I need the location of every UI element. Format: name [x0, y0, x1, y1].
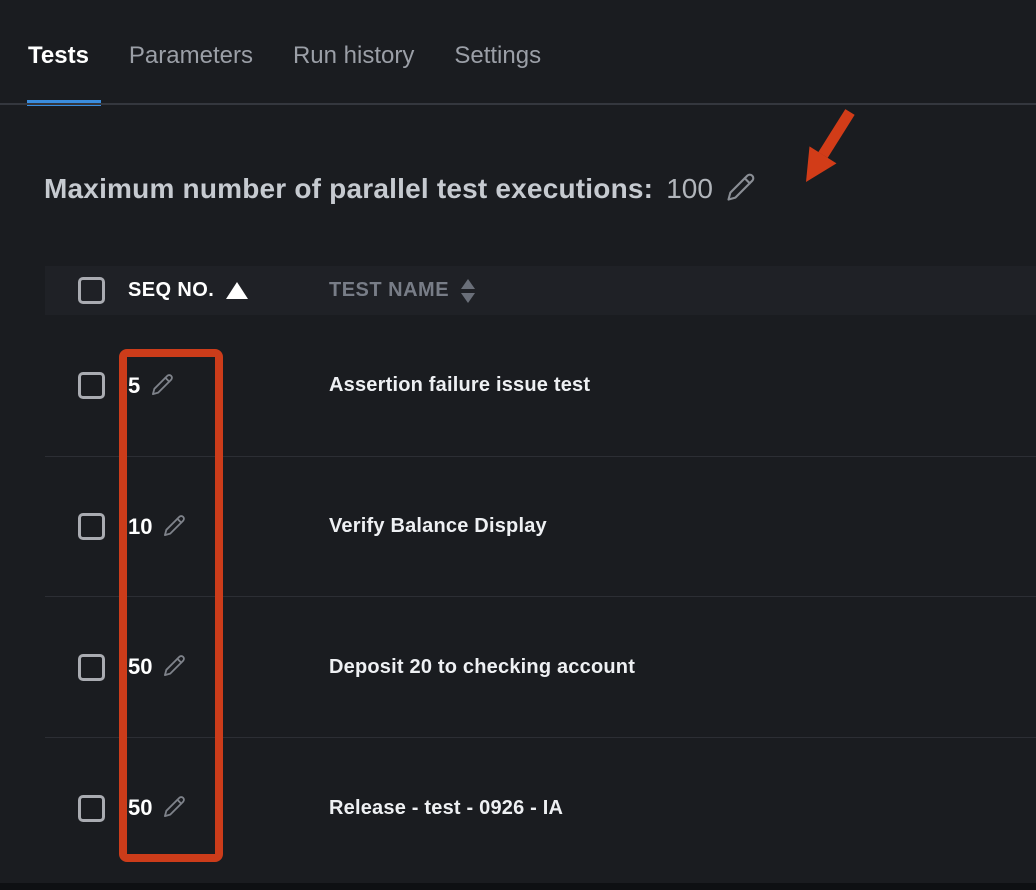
table-row: 5 Assertion failure issue test	[45, 315, 1036, 456]
pencil-icon[interactable]	[151, 373, 174, 401]
column-header-seq-no[interactable]: SEQ NO.	[128, 279, 329, 302]
tab-run-history[interactable]: Run history	[293, 42, 414, 70]
row-checkbox-cell	[45, 372, 128, 399]
row-checkbox-cell	[45, 513, 128, 540]
bottom-edge-strip	[0, 883, 1036, 890]
tab-bar: Tests Parameters Run history Settings	[28, 42, 541, 70]
tab-tests[interactable]: Tests	[28, 42, 89, 70]
header-checkbox-cell	[45, 277, 128, 304]
test-name-link[interactable]: Deposit 20 to checking account	[329, 655, 636, 678]
row-checkbox[interactable]	[78, 653, 105, 681]
seq-no-value: 50	[128, 654, 153, 679]
test-name-link[interactable]: Assertion failure issue test	[329, 374, 591, 396]
tab-parameters[interactable]: Parameters	[129, 42, 253, 70]
pencil-icon[interactable]	[163, 514, 186, 542]
row-checkbox[interactable]	[78, 513, 105, 540]
tab-settings-label: Settings	[454, 42, 542, 69]
seq-no-cell: 50	[128, 793, 329, 823]
seq-no-value: 50	[128, 795, 153, 820]
table-row: 50 Release - test - 0926 - IA	[45, 737, 1036, 878]
test-name-cell: Assertion failure issue test	[329, 374, 1036, 397]
tab-parameters-label: Parameters	[128, 42, 253, 69]
table-header-row: SEQ NO. TEST NAME	[45, 266, 1036, 315]
row-checkbox[interactable]	[78, 372, 105, 399]
row-checkbox-cell	[45, 794, 128, 822]
test-name-header-label: TEST NAME	[329, 279, 450, 301]
column-header-test-name[interactable]: TEST NAME	[329, 278, 1036, 303]
max-parallel-label: Maximum number of parallel test executio…	[44, 172, 654, 204]
test-name-link[interactable]: Verify Balance Display	[329, 515, 547, 537]
seq-no-cell: 50	[128, 652, 329, 682]
red-arrow-annotation-icon	[806, 109, 855, 182]
seq-no-cell: 5	[128, 371, 329, 401]
table-row: 50 Deposit 20 to checking account	[45, 596, 1036, 737]
triangle-down-icon	[461, 293, 476, 303]
pencil-icon[interactable]	[163, 654, 186, 682]
table-row: 10 Verify Balance Display	[45, 456, 1036, 596]
test-name-cell: Release - test - 0926 - IA	[329, 797, 1036, 820]
row-checkbox-cell	[45, 653, 128, 681]
test-name-cell: Deposit 20 to checking account	[329, 656, 1036, 679]
max-parallel-setting: Maximum number of parallel test executio…	[44, 170, 756, 207]
pencil-icon[interactable]	[163, 795, 186, 823]
tab-bar-divider	[0, 103, 1036, 105]
select-all-checkbox[interactable]	[78, 277, 105, 304]
seq-no-cell: 10	[128, 512, 329, 542]
seq-no-header-label: SEQ NO.	[128, 279, 215, 301]
sort-ascending-icon	[226, 282, 249, 299]
seq-no-value: 5	[128, 372, 141, 398]
triangle-up-icon	[461, 279, 476, 289]
row-checkbox[interactable]	[78, 794, 105, 822]
tab-settings[interactable]: Settings	[454, 42, 541, 70]
max-parallel-value: 100	[666, 172, 713, 204]
test-name-link[interactable]: Release - test - 0926 - IA	[329, 796, 564, 819]
tab-run-history-label: Run history	[292, 42, 415, 69]
tests-table: SEQ NO. TEST NAME 5	[45, 266, 1036, 878]
seq-no-value: 10	[128, 513, 153, 539]
test-name-cell: Verify Balance Display	[329, 515, 1036, 538]
tab-tests-label: Tests	[28, 42, 89, 69]
pencil-icon[interactable]	[726, 172, 756, 207]
sort-toggle-icon	[461, 279, 476, 303]
